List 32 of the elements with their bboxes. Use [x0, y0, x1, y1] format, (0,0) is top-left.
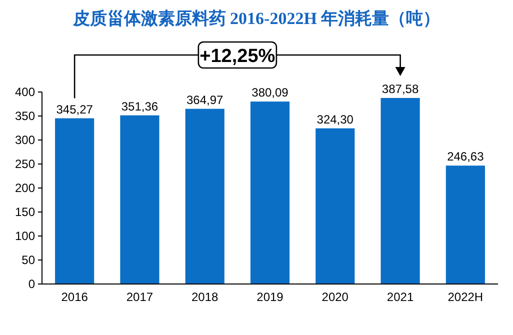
y-tick-label: 150	[14, 205, 36, 219]
y-tick-label: 50	[22, 253, 36, 267]
x-tick-label: 2022H	[448, 290, 484, 304]
y-tick-label: 100	[14, 229, 36, 243]
x-tick-label: 2019	[256, 290, 284, 304]
data-label: 380,09	[252, 86, 289, 100]
bar	[380, 98, 420, 284]
bar	[55, 118, 94, 284]
x-tick-label: 2016	[61, 290, 88, 304]
bar	[316, 128, 355, 284]
data-label: 387,58	[382, 82, 419, 96]
x-tick-label: 2018	[192, 290, 219, 304]
y-tick-label: 200	[14, 181, 36, 195]
data-label: 364,97	[186, 92, 224, 107]
data-label: 351,36	[121, 99, 158, 114]
x-tick-label: 2017	[126, 290, 154, 304]
y-tick-label: 250	[14, 157, 36, 171]
x-tick-label: 2020	[322, 290, 349, 304]
data-label: 246,63	[447, 150, 484, 164]
bar	[185, 108, 224, 284]
text: +12,25%	[200, 46, 276, 67]
y-tick-label: 350	[14, 109, 36, 123]
y-tick-label: 400	[14, 85, 36, 99]
bar	[120, 115, 160, 284]
y-tick-label: 300	[14, 133, 36, 147]
chart-title: 皮质甾体激素原料药 2016-2022H 年消耗量（吨）	[72, 9, 440, 28]
data-label: 345,27	[56, 102, 94, 116]
bar	[446, 166, 485, 284]
y-tick-label: 0	[28, 277, 36, 291]
data-label: 324,30	[316, 112, 354, 126]
x-tick-label: 2021	[386, 290, 414, 304]
bar	[250, 102, 290, 284]
